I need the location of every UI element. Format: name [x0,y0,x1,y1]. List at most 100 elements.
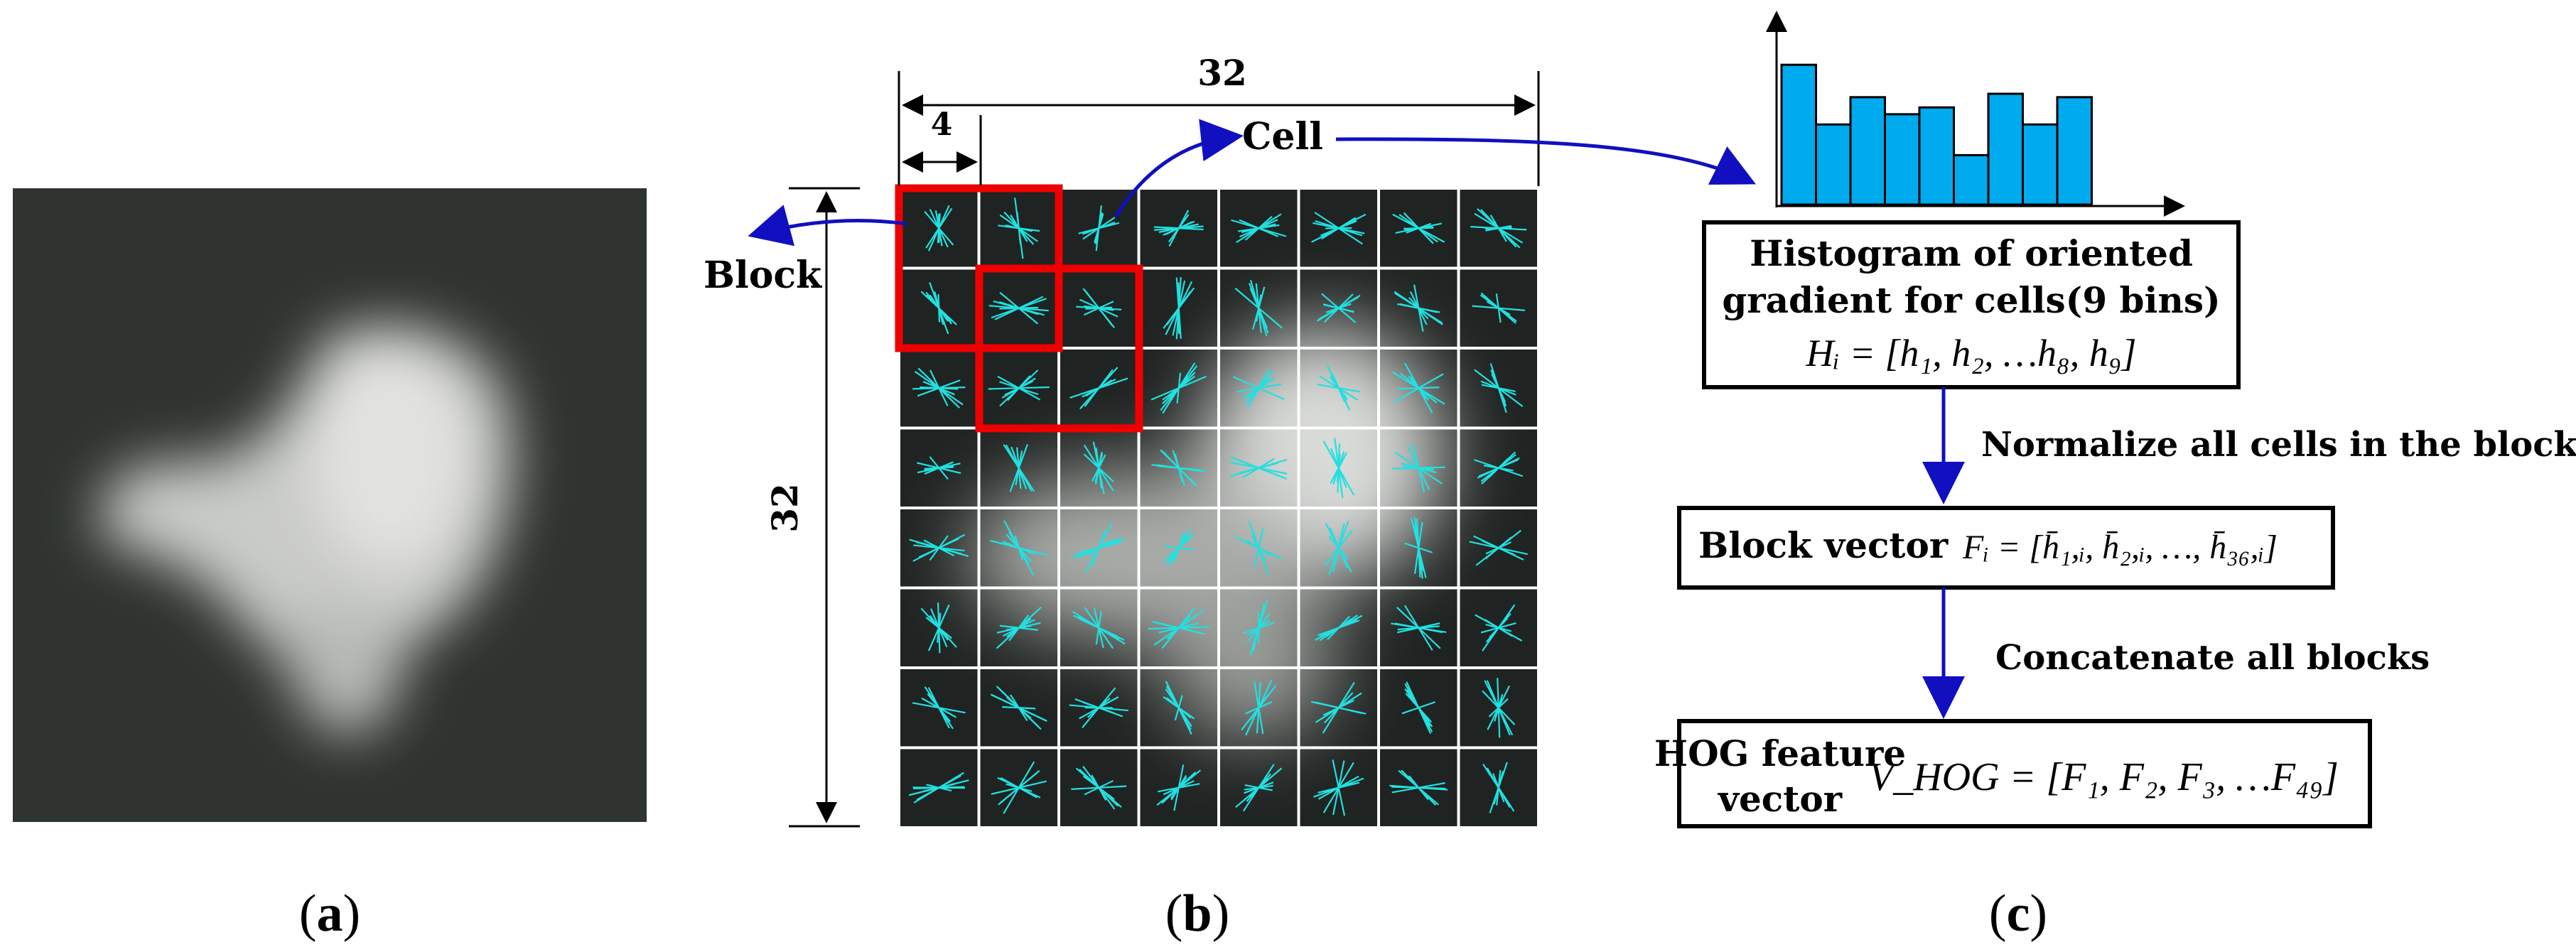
gradient-glyph [991,761,1047,814]
block-vector-formula: Fᵢ = [h̄₁,ᵢ, h̄₂,ᵢ, …, h̄₃₆,ᵢ] [1962,529,2278,566]
gradient-glyph [1083,441,1114,494]
hog-feature-formula: V_HOG = [F₁, F₂, F₃, …F₄₉] [1869,755,2339,799]
panel-b-label: (b) [1165,884,1229,943]
histogram-formula: Hᵢ = [h₁, h₂, …h₈, h₉] [1805,332,2136,374]
cell-arrow [1114,119,1244,218]
histogram-bar [1953,153,1990,206]
gradient-glyph [1235,521,1283,575]
gradient-glyph [1153,210,1204,247]
histogram-bars [1780,63,2093,206]
cell-size-label: 4 [931,107,953,143]
histogram-bar [1849,96,1886,206]
gradient-glyph [1313,759,1364,816]
gradient-glyph [920,282,957,335]
gradient-glyph [924,205,954,251]
panel-a-image [13,188,647,822]
gradient-glyph [1078,205,1120,251]
hog-feature-line2: vector [1718,778,1843,820]
gradient-glyph [917,456,961,480]
block-outline-2 [975,264,1143,433]
normalize-step-label: Normalize all cells in the block [1981,425,2576,465]
gradient-glyph [1151,449,1207,487]
gradient-glyph [1392,362,1445,413]
concatenate-step-label: Concatenate all blocks [1995,638,2430,678]
gradient-glyph [1475,604,1523,651]
gradient-glyph [996,607,1042,649]
gradient-glyph [1470,208,1527,249]
histogram-bar [1987,92,2024,206]
gradient-glyph [1235,764,1283,812]
gradient-glyph [1148,607,1209,649]
gradient-glyph [1003,444,1035,492]
gradient-glyphs [908,197,1528,816]
gradient-glyph [1474,451,1524,485]
gradient-glyph [908,772,969,803]
gradient-glyph [1072,607,1126,649]
gradient-glyph [1404,517,1433,579]
hog-feature-line1: HOG feature [1654,732,1906,774]
gradient-glyph [1072,523,1126,573]
gradient-glyph [1076,288,1122,328]
gradient-glyph [1230,456,1288,480]
dimension-top [898,71,1540,186]
panel-c-label: (c) [1989,884,2047,943]
hog-feature-box: HOG feature vector V_HOG = [F₁, F₂, F₃, … [1654,719,2372,828]
gradient-glyph [1311,681,1367,734]
gradient-glyph [1391,443,1445,493]
histogram-box-line1: Histogram of oriented [1750,232,2193,274]
gradient-glyph [1311,212,1367,245]
gradient-glyph [998,197,1040,259]
gradient-glyph [1469,529,1528,566]
gradient-glyph [1071,765,1127,810]
gradient-glyph [1472,292,1525,324]
gradient-glyph [1163,681,1195,735]
gradient-glyph [1150,362,1207,414]
gradient-glyph [1482,678,1516,738]
gradient-glyph [909,534,969,562]
block-label: Block [704,254,822,297]
gradient-glyph [1162,529,1195,568]
block-vector-box: Block vector Fᵢ = [h̄₁,ᵢ, h̄₂,ᵢ, …, h̄₃₆… [1677,506,2335,590]
gradient-glyph [912,686,966,730]
gradient-glyph [1232,369,1285,408]
gradient-glyph [1401,681,1435,735]
dimension-left [789,187,860,828]
gradient-glyph [1231,213,1287,244]
gradient-glyph [1392,212,1445,244]
gradient-glyph [1317,293,1361,323]
histogram-bar [1918,106,1955,206]
size-label-left: 32 [764,483,806,533]
gradient-glyph [1317,365,1361,411]
gradient-glyph [1324,520,1354,575]
histogram [1766,11,2185,217]
gradient-glyph [1156,764,1201,811]
gradient-glyph [912,367,966,408]
gradient-glyph [1482,762,1515,813]
gradient-glyph [1322,438,1354,499]
gradient-glyph [988,291,1049,325]
block-arrow [748,205,907,247]
histogram-bar [2056,96,2093,206]
histogram-bar [1815,123,1852,206]
gradient-glyph [1391,605,1447,651]
gradient-glyph [988,369,1050,407]
gradient-glyph [1163,277,1195,340]
cell-to-histogram-arrow [1335,137,1756,185]
size-label-top: 32 [1197,52,1247,94]
histogram-bar [2022,123,2059,206]
gradient-glyph [920,602,957,654]
gradient-glyph [990,686,1047,730]
gradient-glyph [1474,363,1524,413]
gradient-glyph [1243,600,1275,656]
gradient-glyph [1241,680,1277,736]
gradient-glyph [989,520,1048,576]
block-vector-label: Block vector [1698,524,1949,566]
histogram-box: Histogram of oriented gradient for cells… [1702,220,2241,389]
gradient-glyph [1069,367,1128,410]
histogram-bar [1884,113,1921,206]
gradient-glyph [1389,769,1448,806]
panel-a-label: (a) [299,884,360,943]
block-outlines [895,184,1143,433]
gradient-glyph [1069,687,1128,729]
